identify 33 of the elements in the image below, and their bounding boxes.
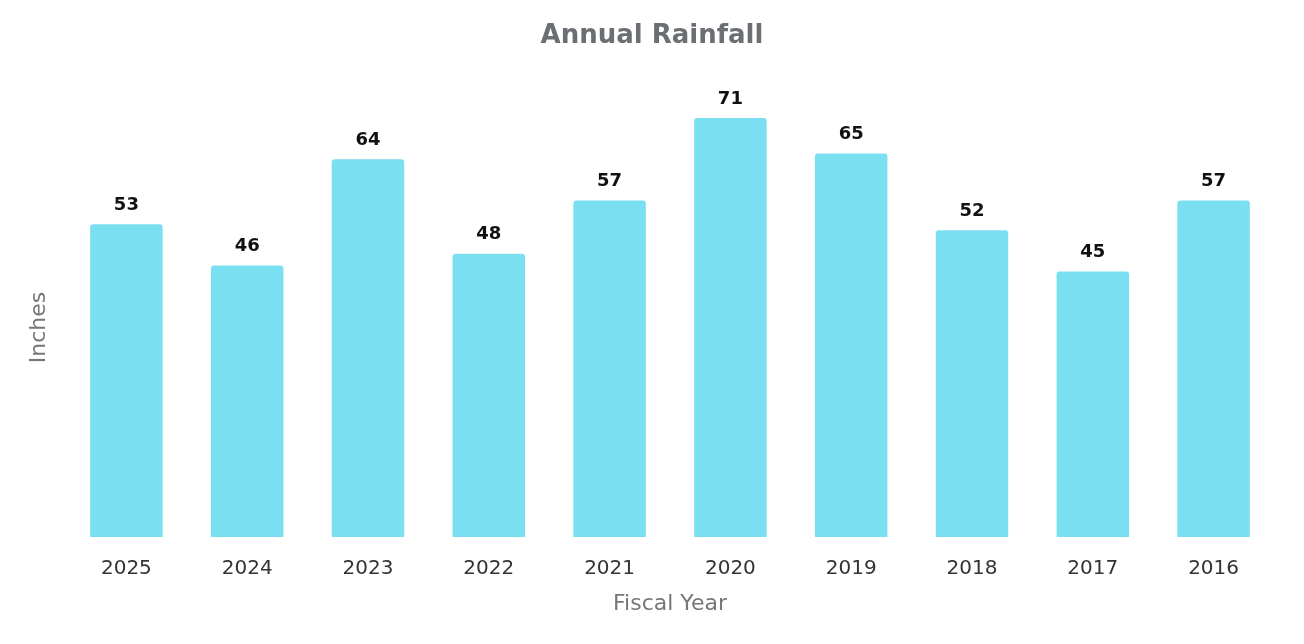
data-label: 53 [113,192,139,214]
x-tick-label: 2022 [463,555,515,579]
bar [90,224,163,537]
bar [814,153,888,537]
data-label: 46 [234,234,260,256]
x-tick-label: 2025 [100,555,152,579]
data-label: 45 [1080,239,1106,261]
chart-title: Annual Rainfall [540,19,764,49]
x-tick-label: 2024 [221,555,273,579]
data-label: 57 [1201,169,1227,191]
x-axis-title: Fiscal Year [613,589,728,615]
bar [935,230,1009,537]
data-label: 71 [717,86,743,108]
x-tick-label: 2018 [946,555,998,579]
bar [1056,271,1130,537]
x-tick-label: 2020 [704,555,756,579]
bar [573,200,646,537]
y-axis-title: Inches [24,291,50,364]
data-label: 48 [476,222,502,244]
bar [210,265,284,537]
bar [694,118,767,537]
data-label: 52 [959,198,985,220]
data-label: 64 [355,127,381,149]
x-tick-label: 2017 [1067,555,1119,579]
x-tick-label: 2023 [342,555,394,579]
data-label: 65 [838,121,864,143]
x-tick-label: 2019 [825,555,877,579]
bar [331,159,405,537]
x-tick-label: 2021 [584,555,636,579]
bar [452,253,526,537]
bar [1177,200,1250,537]
data-label: 57 [597,169,623,191]
x-tick-label: 2016 [1188,555,1240,579]
